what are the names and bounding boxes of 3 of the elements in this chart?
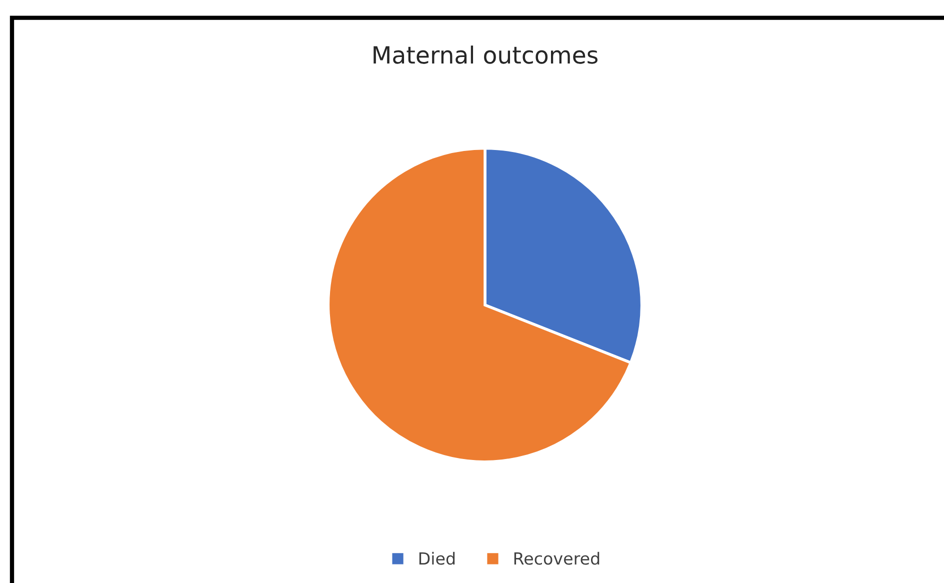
chart-title: Maternal outcomes bbox=[374, 46, 598, 64]
legend-label: Recovered bbox=[514, 552, 600, 565]
legend-label: Died bbox=[419, 552, 455, 565]
